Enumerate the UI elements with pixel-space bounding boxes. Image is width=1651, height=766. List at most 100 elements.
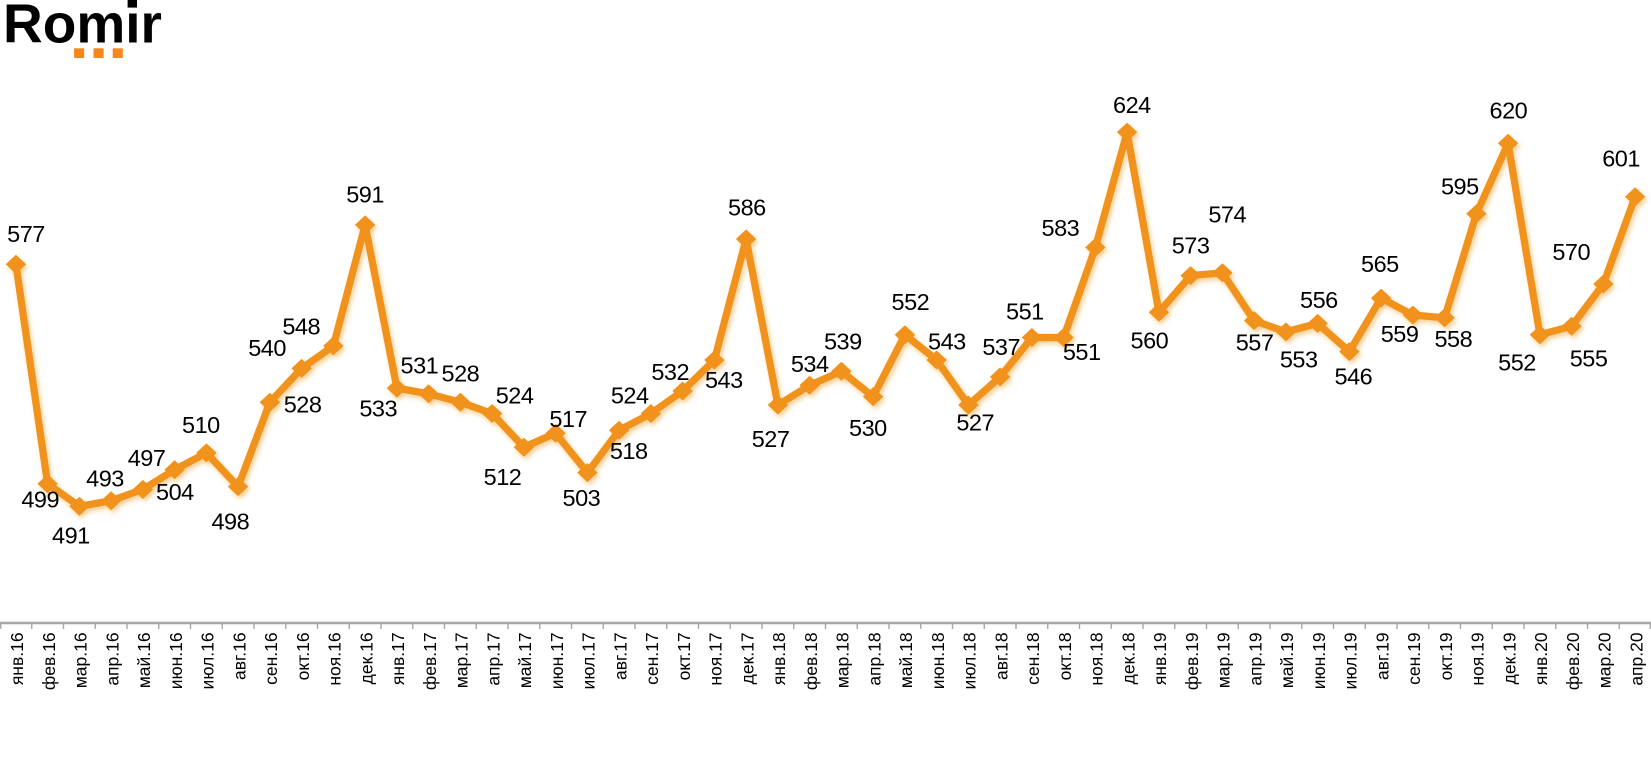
svg-text:527: 527 <box>752 426 790 452</box>
svg-text:497: 497 <box>128 445 166 471</box>
svg-text:июл.19: июл.19 <box>1341 632 1361 689</box>
svg-text:539: 539 <box>824 328 862 354</box>
svg-text:сен.16: сен.16 <box>261 632 281 684</box>
svg-text:апр.17: апр.17 <box>483 632 503 685</box>
svg-text:янв.19: янв.19 <box>1150 632 1170 685</box>
svg-text:дек.19: дек.19 <box>1499 632 1519 684</box>
svg-text:546: 546 <box>1335 364 1373 390</box>
svg-text:дек.16: дек.16 <box>356 632 376 684</box>
svg-text:ноя.17: ноя.17 <box>706 632 726 685</box>
svg-text:503: 503 <box>563 485 601 511</box>
svg-text:мар.20: мар.20 <box>1595 632 1615 688</box>
svg-text:авг.16: авг.16 <box>229 632 249 680</box>
svg-text:июл.17: июл.17 <box>579 632 599 689</box>
svg-text:июн.18: июн.18 <box>928 632 948 689</box>
svg-text:530: 530 <box>849 415 887 441</box>
svg-text:июн.19: июн.19 <box>1309 632 1329 689</box>
svg-text:548: 548 <box>282 314 320 340</box>
svg-text:янв.17: янв.17 <box>388 632 408 685</box>
svg-text:534: 534 <box>791 351 829 377</box>
svg-text:504: 504 <box>156 479 194 505</box>
svg-text:574: 574 <box>1208 201 1246 227</box>
svg-text:ноя.19: ноя.19 <box>1468 632 1488 685</box>
svg-text:июн.16: июн.16 <box>166 632 186 689</box>
svg-text:апр.18: апр.18 <box>864 632 884 685</box>
svg-text:512: 512 <box>484 464 522 490</box>
svg-text:май.17: май.17 <box>515 632 535 688</box>
svg-text:560: 560 <box>1131 328 1169 354</box>
svg-text:авг.19: авг.19 <box>1372 632 1392 680</box>
svg-text:527: 527 <box>956 410 994 436</box>
svg-text:окт.18: окт.18 <box>1055 632 1075 680</box>
svg-text:сен.17: сен.17 <box>642 632 662 684</box>
svg-text:624: 624 <box>1113 92 1151 118</box>
svg-text:510: 510 <box>182 412 220 438</box>
svg-text:499: 499 <box>21 486 59 512</box>
svg-text:565: 565 <box>1361 251 1399 277</box>
svg-text:595: 595 <box>1441 174 1479 200</box>
svg-text:620: 620 <box>1490 97 1528 123</box>
svg-text:524: 524 <box>496 383 534 409</box>
svg-text:543: 543 <box>928 328 966 354</box>
svg-text:апр.19: апр.19 <box>1245 632 1265 685</box>
svg-text:май.16: май.16 <box>134 632 154 688</box>
svg-text:фев.17: фев.17 <box>420 632 440 690</box>
svg-text:601: 601 <box>1602 146 1640 172</box>
svg-text:528: 528 <box>442 360 480 386</box>
svg-text:577: 577 <box>7 221 45 247</box>
svg-text:фев.19: фев.19 <box>1182 632 1202 690</box>
svg-text:янв.20: янв.20 <box>1531 632 1551 685</box>
svg-text:558: 558 <box>1434 326 1472 352</box>
svg-text:мар.18: мар.18 <box>833 632 853 688</box>
svg-text:570: 570 <box>1552 239 1590 265</box>
svg-text:533: 533 <box>359 396 397 422</box>
svg-text:мар.19: мар.19 <box>1214 632 1234 688</box>
svg-text:май.18: май.18 <box>896 632 916 688</box>
svg-text:дек.18: дек.18 <box>1118 632 1138 684</box>
svg-text:557: 557 <box>1236 329 1274 355</box>
svg-text:окт.17: окт.17 <box>674 632 694 680</box>
svg-text:493: 493 <box>86 466 124 492</box>
svg-text:552: 552 <box>1498 349 1536 375</box>
svg-text:498: 498 <box>211 509 249 535</box>
svg-text:янв.18: янв.18 <box>769 632 789 685</box>
svg-text:551: 551 <box>1063 339 1101 365</box>
svg-text:апр.20: апр.20 <box>1626 632 1646 686</box>
svg-text:491: 491 <box>52 522 90 548</box>
svg-text:сен.18: сен.18 <box>1023 632 1043 684</box>
svg-text:559: 559 <box>1381 321 1419 347</box>
svg-text:сен.19: сен.19 <box>1404 632 1424 684</box>
svg-text:518: 518 <box>610 438 648 464</box>
svg-text:528: 528 <box>284 391 322 417</box>
svg-text:мар.16: мар.16 <box>71 632 91 688</box>
svg-text:май.19: май.19 <box>1277 632 1297 688</box>
svg-text:дек.17: дек.17 <box>737 632 757 684</box>
svg-text:апр.16: апр.16 <box>102 632 122 685</box>
svg-text:537: 537 <box>982 334 1020 360</box>
svg-text:583: 583 <box>1042 215 1080 241</box>
svg-text:июл.16: июл.16 <box>198 632 218 689</box>
svg-text:573: 573 <box>1172 233 1210 259</box>
svg-text:555: 555 <box>1570 345 1608 371</box>
svg-text:540: 540 <box>248 335 286 361</box>
svg-text:524: 524 <box>611 383 649 409</box>
svg-text:553: 553 <box>1280 347 1318 373</box>
svg-text:окт.16: окт.16 <box>293 632 313 680</box>
svg-text:авг.17: авг.17 <box>610 632 630 680</box>
svg-text:591: 591 <box>346 182 384 208</box>
svg-text:фев.20: фев.20 <box>1563 632 1583 690</box>
svg-text:531: 531 <box>401 353 439 379</box>
svg-text:окт.19: окт.19 <box>1436 632 1456 680</box>
svg-text:517: 517 <box>549 406 587 432</box>
svg-text:ноя.16: ноя.16 <box>325 632 345 685</box>
svg-text:ноя.18: ноя.18 <box>1087 632 1107 685</box>
svg-text:551: 551 <box>1006 299 1044 325</box>
svg-text:543: 543 <box>705 367 743 393</box>
svg-text:июл.18: июл.18 <box>960 632 980 689</box>
svg-text:янв.16: янв.16 <box>7 632 27 685</box>
svg-text:июн.17: июн.17 <box>547 632 567 689</box>
svg-text:532: 532 <box>651 359 689 385</box>
svg-text:552: 552 <box>892 289 930 315</box>
svg-text:авг.18: авг.18 <box>991 632 1011 680</box>
svg-text:556: 556 <box>1300 287 1338 313</box>
